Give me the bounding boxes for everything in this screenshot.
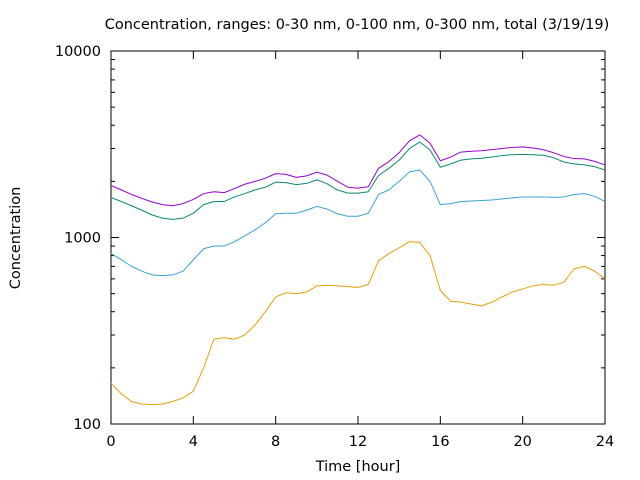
x-tick-label: 4 — [189, 434, 198, 450]
x-tick-label: 12 — [349, 434, 367, 450]
series-line-2 — [110, 169, 606, 277]
plot-frame — [110, 50, 606, 425]
y-axis-label: Concentration — [8, 187, 24, 290]
series-line-4 — [110, 134, 606, 207]
x-tick-label: 24 — [596, 434, 614, 450]
series-line-3 — [110, 141, 606, 220]
y-tick-label: 10000 — [55, 44, 101, 60]
y-axis: 100 1000 10000 — [55, 44, 605, 433]
y-tick-label: 100 — [73, 417, 101, 433]
y-tick-label: 1000 — [64, 231, 101, 247]
x-axis: 0 4 8 12 16 20 24 — [106, 51, 614, 450]
x-tick-label: 0 — [106, 434, 115, 450]
x-tick-label: 8 — [271, 434, 280, 450]
x-tick-label: 16 — [431, 434, 449, 450]
series-line-1 — [110, 241, 606, 406]
chart-title: Concentration, ranges: 0-30 nm, 0-100 nm… — [105, 17, 610, 33]
x-axis-label: Time [hour] — [315, 459, 401, 475]
series-lines — [110, 134, 606, 406]
x-tick-label: 20 — [513, 434, 531, 450]
